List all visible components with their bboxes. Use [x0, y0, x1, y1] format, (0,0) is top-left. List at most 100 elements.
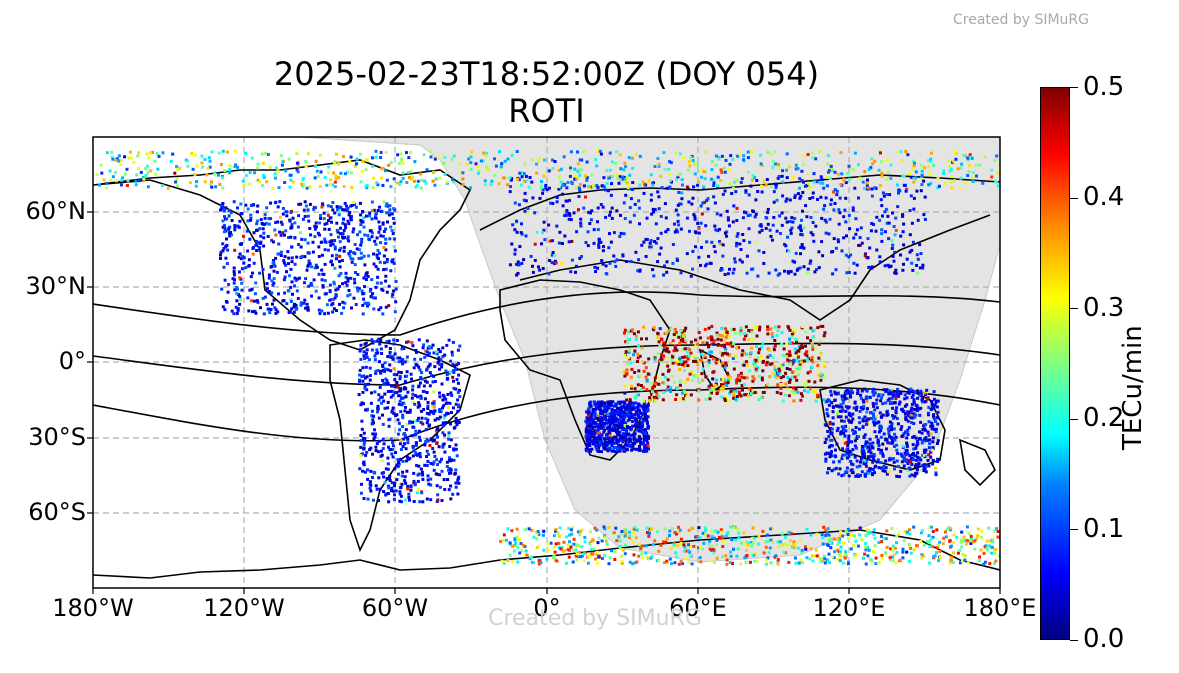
roti-point	[771, 371, 775, 375]
roti-point	[773, 325, 777, 329]
roti-point	[774, 268, 778, 272]
roti-point	[843, 434, 847, 438]
roti-point	[930, 427, 934, 431]
roti-point	[798, 224, 802, 228]
roti-point	[653, 208, 657, 212]
roti-point	[920, 398, 924, 402]
roti-point	[393, 352, 397, 356]
roti-point	[331, 298, 335, 302]
roti-point	[687, 200, 691, 204]
roti-point	[677, 223, 681, 227]
roti-point	[634, 401, 638, 405]
roti-point	[582, 184, 586, 188]
roti-point	[371, 176, 375, 180]
roti-point	[754, 367, 758, 371]
roti-point	[389, 225, 393, 229]
roti-point	[890, 247, 894, 250]
roti-point	[362, 431, 366, 435]
roti-point	[748, 240, 752, 244]
roti-point	[707, 385, 711, 389]
roti-point	[874, 229, 878, 233]
roti-point	[784, 382, 788, 386]
roti-point	[732, 204, 736, 208]
roti-point	[901, 444, 905, 448]
roti-point	[893, 467, 896, 471]
roti-point	[595, 448, 599, 452]
roti-point	[175, 165, 179, 169]
roti-point	[902, 183, 906, 187]
roti-point	[672, 349, 676, 353]
roti-point	[824, 196, 828, 200]
roti-point	[467, 157, 471, 161]
roti-point	[441, 346, 445, 350]
roti-point	[384, 377, 388, 381]
roti-point	[343, 208, 347, 212]
roti-point	[797, 355, 800, 359]
roti-point	[287, 256, 291, 260]
roti-point	[500, 162, 504, 166]
roti-point	[585, 160, 589, 164]
roti-point	[333, 247, 337, 251]
roti-point	[679, 397, 683, 401]
roti-point	[263, 295, 267, 299]
roti-point	[327, 171, 331, 175]
roti-point	[854, 232, 858, 236]
roti-point	[451, 492, 455, 496]
roti-point	[426, 453, 430, 456]
roti-point	[387, 445, 390, 449]
roti-point	[342, 249, 346, 253]
roti-point	[873, 465, 877, 469]
roti-point	[375, 442, 379, 446]
roti-point	[883, 230, 887, 234]
roti-point	[805, 358, 809, 362]
roti-point	[625, 176, 629, 180]
roti-point	[371, 341, 375, 345]
roti-point	[384, 493, 388, 497]
roti-point	[384, 279, 388, 283]
roti-point	[608, 213, 612, 217]
roti-point	[632, 332, 636, 336]
roti-point	[799, 246, 803, 249]
roti-point	[301, 178, 305, 182]
roti-point	[370, 409, 374, 413]
roti-point	[682, 156, 686, 160]
roti-point	[589, 211, 592, 215]
roti-point	[331, 242, 335, 246]
roti-point	[647, 357, 651, 361]
roti-point	[854, 408, 858, 412]
roti-point	[438, 391, 441, 395]
roti-point	[268, 311, 272, 315]
roti-point	[974, 163, 978, 167]
roti-point	[730, 192, 734, 195]
roti-point	[392, 342, 396, 346]
roti-point	[565, 186, 569, 190]
roti-point	[606, 449, 610, 453]
roti-point	[887, 429, 891, 433]
roti-point	[785, 220, 789, 224]
roti-point	[232, 312, 236, 316]
roti-point	[625, 362, 629, 366]
roti-point	[915, 439, 919, 443]
roti-point	[615, 258, 619, 262]
roti-point	[769, 185, 773, 189]
roti-point	[833, 202, 837, 205]
roti-point	[353, 277, 356, 281]
roti-point	[922, 469, 926, 473]
roti-point	[882, 432, 886, 436]
roti-point	[235, 292, 239, 296]
roti-point	[300, 237, 304, 241]
roti-point	[365, 157, 369, 161]
roti-point	[579, 224, 583, 228]
roti-point	[451, 177, 454, 181]
roti-point	[844, 429, 848, 433]
roti-point	[859, 393, 862, 397]
roti-point	[733, 180, 736, 184]
roti-point	[609, 436, 613, 440]
roti-point	[881, 454, 885, 458]
roti-point	[819, 324, 823, 328]
roti-point	[712, 244, 716, 248]
roti-point	[588, 448, 592, 452]
roti-point	[638, 183, 642, 187]
roti-point	[949, 180, 953, 184]
roti-point	[856, 473, 860, 477]
